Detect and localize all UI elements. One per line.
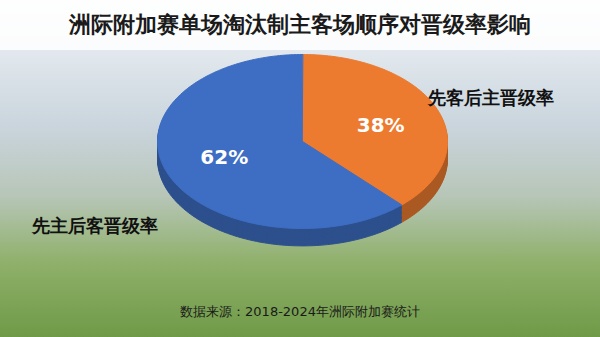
svg-text:38%: 38% xyxy=(357,113,405,137)
svg-text:62%: 62% xyxy=(200,145,248,169)
html-text:洲际附加赛单场淘汰制主客场顺序对晋级率影响: 洲际附加赛单场淘汰制主客场顺序对晋级率影响 xyxy=(69,12,531,37)
svg-text:先主后客晋级率: 先主后客晋级率 xyxy=(31,215,158,236)
html-text:数据来源：2018-2024年洲际附加赛统计: 数据来源：2018-2024年洲际附加赛统计 xyxy=(180,304,420,319)
svg-text:先客后主晋级率: 先客后主晋级率 xyxy=(427,87,554,108)
